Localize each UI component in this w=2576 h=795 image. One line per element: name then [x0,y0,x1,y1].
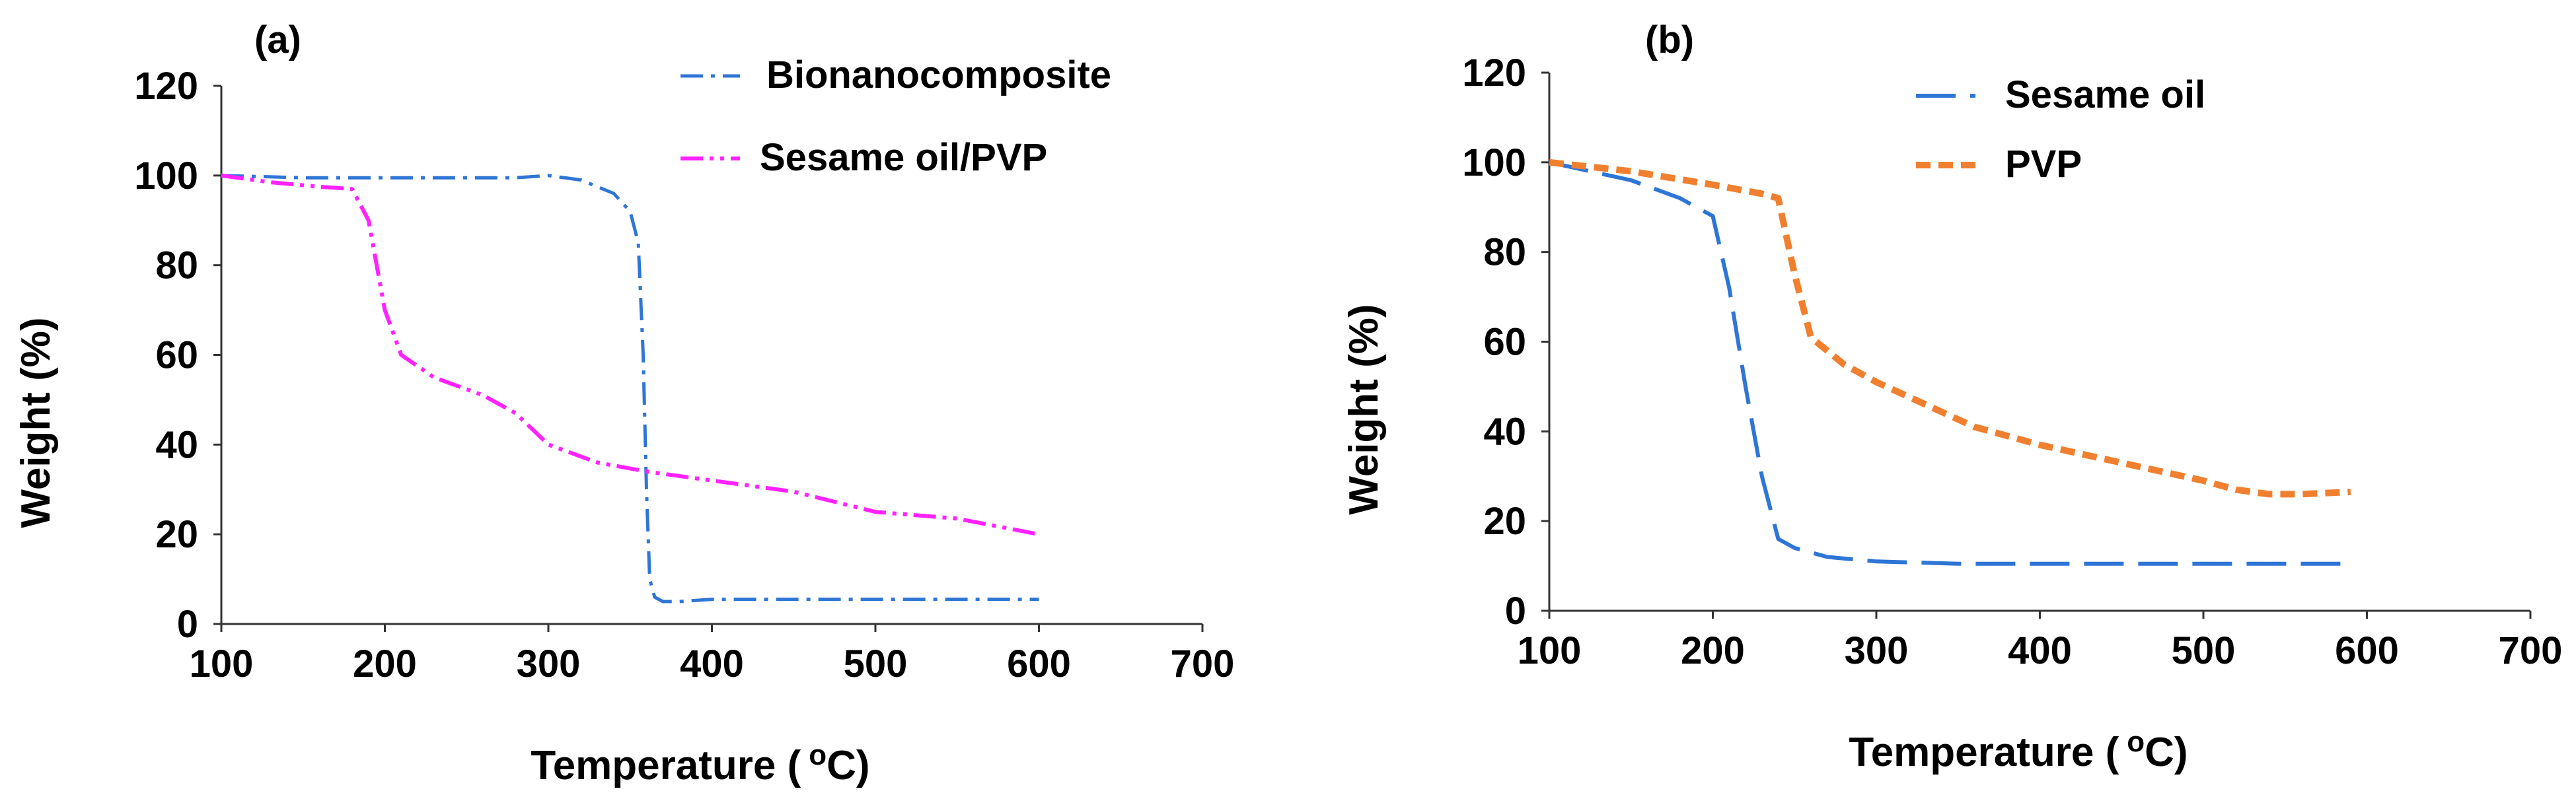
panel-b-legend: Sesame oil PVP [1916,73,2205,186]
panel-a-series [221,173,1040,604]
panel-a-y-tick-label: 80 [155,244,198,287]
panel-b-label: (b) [1645,18,1694,61]
series-line-bionanocomposite [221,174,1039,604]
panel-a-label: (a) [254,18,301,61]
panel-a-y-tick-label: 60 [155,334,198,377]
panel-a-y-axis-title: Weight (%) [13,317,59,528]
panel-a-x-tick-label: 600 [1007,642,1071,685]
panel-a-x-tick-label: 500 [844,642,908,685]
panel-b-x-tick-label: 100 [1518,629,1582,672]
panel-b-y-tick-label: 80 [1483,231,1526,274]
panel-b-axes: 100 200 300 400 500 600 700 0 20 40 60 80 100 120 [1462,52,2562,672]
legend-label-bionanocomposite: Bionanocomposite [766,53,1111,96]
legend-label-pvp: PVP [2005,143,2082,186]
panel-a-x-tick-label: 200 [353,642,417,685]
panel-b-y-axis-title: Weight (%) [1341,304,1387,514]
panel-b-x-tick-label: 200 [1681,629,1745,672]
panel-a-x-axis-title: Temperature (oC) [531,739,869,788]
panel-a-y-tick-label: 40 [155,423,198,466]
panel-a-x-tick-label: 400 [680,642,744,685]
panel-a-x-tick-label: 100 [190,642,254,685]
panel-b-y-tick-label: 40 [1483,410,1526,453]
series-line-pvp [1549,158,2351,498]
panel-b-x-tick-label: 500 [2172,629,2236,672]
panel-a-y-tick-label: 120 [134,65,198,108]
panel-a-x-tick-label: 300 [517,642,581,685]
series-line-sesame-oil-pvp [221,173,1040,537]
panel-b-x-tick-label: 700 [2499,629,2563,672]
chart-panel-b: (b) 100 200 300 400 500 600 700 0 20 40 60 80 100 120… [1341,18,2562,775]
panel-a-y-tick-label: 0 [177,603,198,646]
panel-b-x-tick-label: 400 [2008,629,2072,672]
panel-b-y-tick-label: 0 [1505,590,1526,633]
panel-a-legend: Bionanocomposite Sesame oil/PVP [681,53,1111,179]
chart-panel-a: (a) 100 200 300 400 500 600 700 0 20 40 60 80 100 120… [13,18,1234,788]
panel-b-y-tick-label: 100 [1462,141,1526,184]
series-line-sesame-oil [1549,160,2351,566]
panel-b-y-tick-label: 60 [1483,321,1526,364]
panel-a-y-tick-label: 100 [134,155,198,197]
panel-b-x-axis-title: Temperature (oC) [1849,726,2188,775]
legend-label-sesame-oil-pvp: Sesame oil/PVP [760,136,1047,179]
panel-a-y-tick-label: 20 [155,513,198,556]
panel-b-x-tick-label: 600 [2335,629,2399,672]
panel-a-axes: 100 200 300 400 500 600 700 0 20 40 60 80 100 120 [134,65,1234,685]
panel-b-x-tick-label: 300 [1845,629,1909,672]
legend-label-sesame-oil: Sesame oil [2005,73,2205,116]
panel-a-x-tick-label: 700 [1171,642,1235,685]
panel-b-y-tick-label: 20 [1483,500,1526,543]
panel-b-y-tick-label: 120 [1462,52,1526,94]
panel-b-series [1549,158,2351,566]
